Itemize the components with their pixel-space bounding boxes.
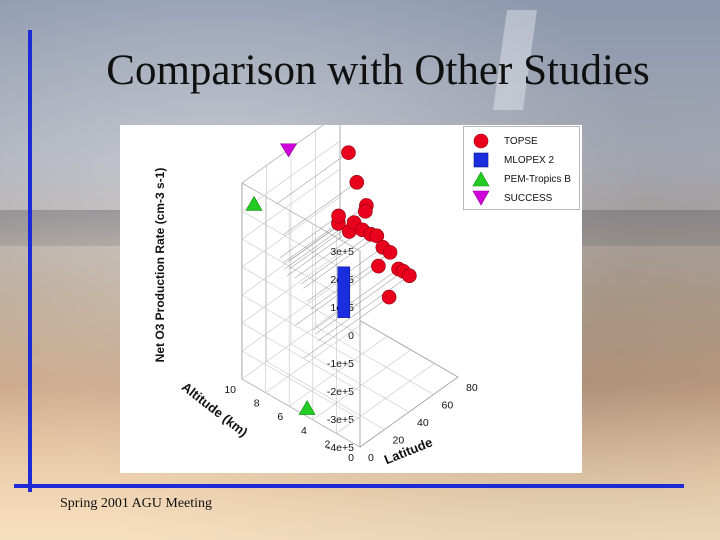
chart-3d-scatter: 3e+52e+51e+50-1e+5-2e+5-3e+5-4e+51086420… [120,125,582,473]
z-axis-title: Net O3 Production Rate (cm-3 s-1) [153,168,167,363]
grid-line-rate [241,308,361,448]
point-topse [349,174,365,190]
legend-marker-square-icon [473,152,489,168]
point-topse [381,289,397,305]
z-tick-label: -1e+5 [327,358,354,370]
projection-line [315,271,404,335]
projection-line [289,205,367,261]
latitude-axis-title: Latitude [382,434,434,467]
slide-title: Comparison with Other Studies [106,47,650,94]
z-tick-label: 3e+5 [330,246,354,258]
projection-line [312,268,399,331]
point-topse [371,258,386,274]
projection-line [300,234,371,285]
legend-label-topse: TOPSE [504,135,538,147]
legend-item-pem-tropics: PEM-Tropics B [472,171,571,187]
accent-horizontal-bar [14,484,684,488]
legend-item-mlopex: MLOPEX 2 [472,152,554,168]
point-topse [369,228,385,244]
chart-plot-area: 3e+52e+51e+50-1e+5-2e+5-3e+5-4e+51086420… [153,125,478,467]
grid-line-altitude [265,196,364,394]
latitude-tick-label: 20 [393,435,405,447]
projection-line [283,182,357,236]
projection-line [317,275,410,342]
legend-marker-triangle-down-icon [472,190,490,206]
projection-line [277,152,349,204]
grid-line-altitude [288,210,388,407]
point-mlopex [337,266,351,318]
altitude-tick-label: 8 [254,398,260,410]
latitude-tick-label: 60 [442,400,454,412]
chart-legend: TOPSE MLOPEX 2 PEM-Tropics B SUCCESS [463,126,580,210]
legend-item-topse: TOPSE [472,133,538,149]
z-tick-label: 0 [348,330,354,342]
projection-line [303,235,378,289]
latitude-tick-label: 40 [417,417,429,429]
grid-line-altitude [336,237,435,434]
grid-line-altitude [312,223,411,421]
grid-line-rate [241,125,361,252]
point-topse [382,245,398,260]
legend-item-success: SUCCESS [472,190,552,206]
point-topse [341,145,356,160]
z-tick-label: -2e+5 [327,386,354,398]
latitude-tick-label: 80 [466,382,478,394]
altitude-tick-label: 6 [277,411,283,423]
point-topse [402,268,417,283]
point-pem-tropics [245,195,263,211]
z-tick-label: -4e+5 [327,442,354,454]
grid-line-latitude [290,148,410,413]
point-topse [331,208,346,224]
accent-vertical-bar [28,30,32,492]
legend-marker-circle-icon [473,133,489,149]
legend-marker-triangle-up-icon [472,171,490,187]
point-topse [358,204,373,219]
projection-line [283,223,339,264]
point-success [280,143,298,158]
projection-line [286,231,350,277]
altitude-tick-label: 10 [224,384,236,396]
legend-label-success: SUCCESS [504,192,553,204]
grid-line-rate [241,196,361,336]
grid-line-rate [241,140,361,280]
slide-footer: Spring 2001 AGU Meeting [60,496,213,511]
legend-label-pem-tropics: PEM-Tropics B [504,173,571,185]
altitude-tick-label: 4 [301,425,307,437]
altitude-tick-label: 0 [348,452,354,464]
projection-line [294,265,379,326]
altitude-axis-title: Altitude (km) [179,379,251,440]
projection-line [279,215,339,259]
legend-label-mlopex: MLOPEX 2 [504,154,555,166]
latitude-tick-label: 0 [368,452,374,464]
grid-line-latitude [315,130,434,395]
grid-line-rate [241,252,361,392]
grid-line-rate [241,224,361,364]
grid-line-latitude [266,165,385,430]
point-pem-tropics [298,400,316,415]
z-tick-label: -3e+5 [327,414,354,426]
grid-line-rate [241,280,361,420]
altitude-tick-label: 2 [325,438,331,450]
grid-line-rate [241,168,361,308]
projection-line [303,296,390,359]
